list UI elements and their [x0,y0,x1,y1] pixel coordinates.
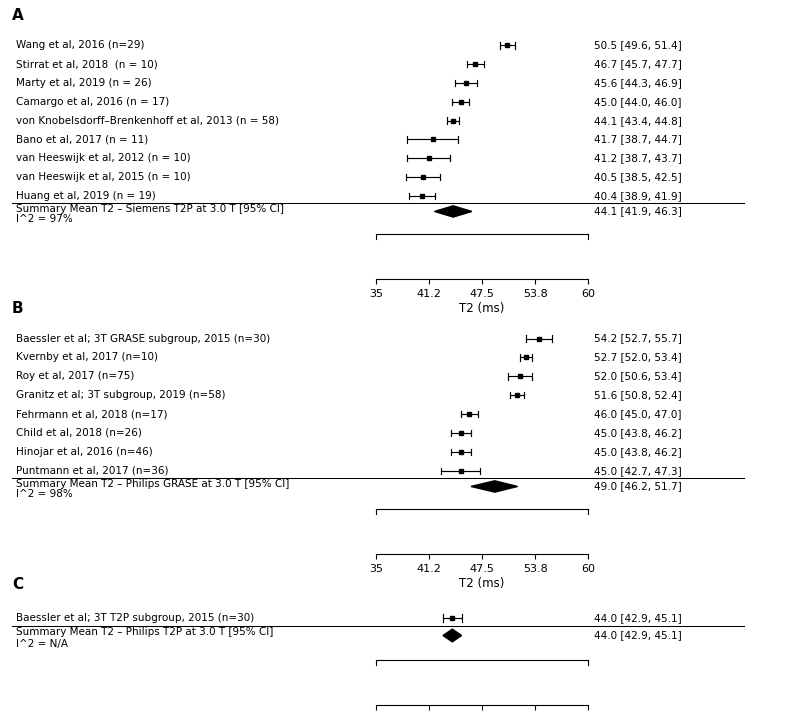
Text: 45.0 [42.7, 47.3]: 45.0 [42.7, 47.3] [594,466,682,476]
Text: Granitz et al; 3T subgroup, 2019 (n=58): Granitz et al; 3T subgroup, 2019 (n=58) [16,390,225,400]
Text: 46.0 [45.0, 47.0]: 46.0 [45.0, 47.0] [594,409,682,419]
Text: Huang et al, 2019 (n = 19): Huang et al, 2019 (n = 19) [16,191,155,201]
X-axis label: T2 (ms): T2 (ms) [459,577,505,589]
Text: Summary Mean T2 – Philips GRASE at 3.0 T [95% CI]: Summary Mean T2 – Philips GRASE at 3.0 T… [16,479,289,488]
X-axis label: T2 (ms): T2 (ms) [459,301,505,314]
Text: Hinojar et al, 2016 (n=46): Hinojar et al, 2016 (n=46) [16,447,152,457]
Text: 46.7 [45.7, 47.7]: 46.7 [45.7, 47.7] [594,59,682,69]
Text: 41.7 [38.7, 44.7]: 41.7 [38.7, 44.7] [594,134,682,144]
Text: van Heeswijk et al, 2015 (n = 10): van Heeswijk et al, 2015 (n = 10) [16,172,190,182]
Text: A: A [12,8,24,23]
Polygon shape [471,481,518,492]
Text: Summary Mean T2 – Philips T2P at 3.0 T [95% CI]: Summary Mean T2 – Philips T2P at 3.0 T [… [16,627,273,637]
Text: Child et al, 2018 (n=26): Child et al, 2018 (n=26) [16,428,142,438]
Polygon shape [443,629,462,642]
Text: Baessler et al; 3T T2P subgroup, 2015 (n=30): Baessler et al; 3T T2P subgroup, 2015 (n… [16,613,254,623]
Text: Summary Mean T2 – Siemens T2P at 3.0 T [95% CI]: Summary Mean T2 – Siemens T2P at 3.0 T [… [16,203,284,213]
Text: 44.1 [41.9, 46.3]: 44.1 [41.9, 46.3] [594,206,682,216]
Text: van Heeswijk et al, 2012 (n = 10): van Heeswijk et al, 2012 (n = 10) [16,154,190,164]
Text: Marty et al, 2019 (n = 26): Marty et al, 2019 (n = 26) [16,78,151,88]
Text: Stirrat et al, 2018  (n = 10): Stirrat et al, 2018 (n = 10) [16,59,158,69]
Text: 52.0 [50.6, 53.4]: 52.0 [50.6, 53.4] [594,371,682,381]
Text: 52.7 [52.0, 53.4]: 52.7 [52.0, 53.4] [594,353,682,363]
Text: Wang et al, 2016 (n=29): Wang et al, 2016 (n=29) [16,41,144,50]
Text: 45.6 [44.3, 46.9]: 45.6 [44.3, 46.9] [594,78,682,88]
Text: 40.4 [38.9, 41.9]: 40.4 [38.9, 41.9] [594,191,682,201]
Text: I^2 = 97%: I^2 = 97% [16,213,72,223]
Text: 45.0 [44.0, 46.0]: 45.0 [44.0, 46.0] [594,97,682,107]
Text: Bano et al, 2017 (n = 11): Bano et al, 2017 (n = 11) [16,134,148,144]
Text: Kvernby et al, 2017 (n=10): Kvernby et al, 2017 (n=10) [16,353,158,363]
Text: 44.0 [42.9, 45.1]: 44.0 [42.9, 45.1] [594,613,682,623]
Text: 54.2 [52.7, 55.7]: 54.2 [52.7, 55.7] [594,333,682,343]
Text: 51.6 [50.8, 52.4]: 51.6 [50.8, 52.4] [594,390,682,400]
Text: B: B [12,301,24,316]
Text: Fehrmann et al, 2018 (n=17): Fehrmann et al, 2018 (n=17) [16,409,167,419]
Text: 49.0 [46.2, 51.7]: 49.0 [46.2, 51.7] [594,481,682,491]
Text: Camargo et al, 2016 (n = 17): Camargo et al, 2016 (n = 17) [16,97,169,107]
Text: I^2 = 98%: I^2 = 98% [16,488,72,498]
Text: 40.5 [38.5, 42.5]: 40.5 [38.5, 42.5] [594,172,682,182]
Text: 45.0 [43.8, 46.2]: 45.0 [43.8, 46.2] [594,447,682,457]
Text: von Knobelsdorff–Brenkenhoff et al, 2013 (n = 58): von Knobelsdorff–Brenkenhoff et al, 2013… [16,116,278,126]
Text: 45.0 [43.8, 46.2]: 45.0 [43.8, 46.2] [594,428,682,438]
Text: 41.2 [38.7, 43.7]: 41.2 [38.7, 43.7] [594,154,682,164]
Text: 44.0 [42.9, 45.1]: 44.0 [42.9, 45.1] [594,631,682,641]
Text: 44.1 [43.4, 44.8]: 44.1 [43.4, 44.8] [594,116,682,126]
Text: 50.5 [49.6, 51.4]: 50.5 [49.6, 51.4] [594,41,682,50]
Text: C: C [12,577,23,592]
Text: Roy et al, 2017 (n=75): Roy et al, 2017 (n=75) [16,371,134,381]
Text: Baessler et al; 3T GRASE subgroup, 2015 (n=30): Baessler et al; 3T GRASE subgroup, 2015 … [16,333,270,343]
Polygon shape [434,205,472,217]
Text: I^2 = N/A: I^2 = N/A [16,638,68,648]
Text: Puntmann et al, 2017 (n=36): Puntmann et al, 2017 (n=36) [16,466,168,476]
